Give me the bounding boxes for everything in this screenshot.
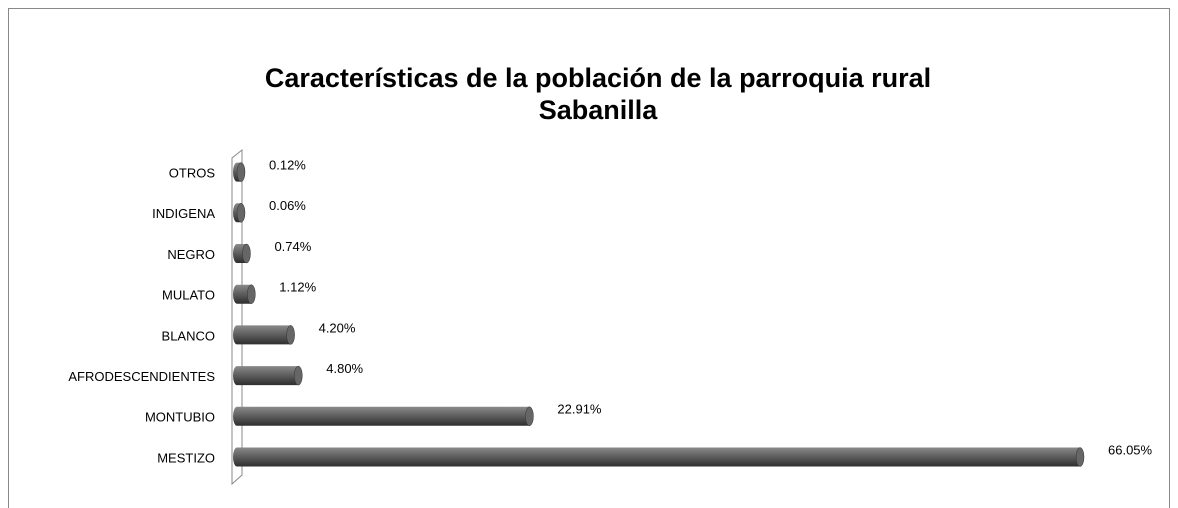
- bar-cap: [242, 243, 251, 264]
- bar-cap: [247, 284, 256, 304]
- chart-title: Características de la población de la pa…: [265, 63, 931, 93]
- bar-cap: [1075, 447, 1085, 467]
- chart-frame: [8, 8, 1170, 508]
- y-tick-label: MONTUBIO: [145, 410, 215, 425]
- bars: [233, 162, 1085, 467]
- data-label: 1.12%: [279, 280, 316, 295]
- bar-cap: [294, 365, 303, 386]
- data-label: 4.20%: [319, 320, 356, 335]
- bar-cap: [236, 162, 246, 182]
- y-tick-label: NEGRO: [167, 247, 215, 262]
- y-tick-label: AFRODESCENDIENTES: [68, 369, 215, 384]
- bar: [233, 366, 303, 386]
- data-label: 22.91%: [557, 402, 602, 417]
- bar-cap: [236, 203, 246, 223]
- y-tick-label: OTROS: [169, 166, 216, 181]
- y-tick-label: MESTIZO: [157, 450, 215, 465]
- bar: [233, 325, 295, 345]
- y-tick-label: INDIGENA: [152, 206, 215, 221]
- bar-cap: [286, 325, 295, 345]
- axis-wall: [231, 148, 243, 486]
- bar: [233, 447, 1084, 467]
- data-label: 0.74%: [274, 239, 311, 254]
- data-label: 66.05%: [1108, 442, 1153, 457]
- chart-subtitle: Sabanilla: [539, 95, 659, 125]
- bar: [233, 406, 534, 426]
- y-tick-label: BLANCO: [162, 328, 215, 343]
- data-label: 0.06%: [269, 198, 306, 213]
- data-label: 4.80%: [326, 361, 363, 376]
- y-tick-label: MULATO: [162, 288, 215, 303]
- data-label: 0.12%: [269, 158, 306, 173]
- bar-cap: [525, 406, 534, 427]
